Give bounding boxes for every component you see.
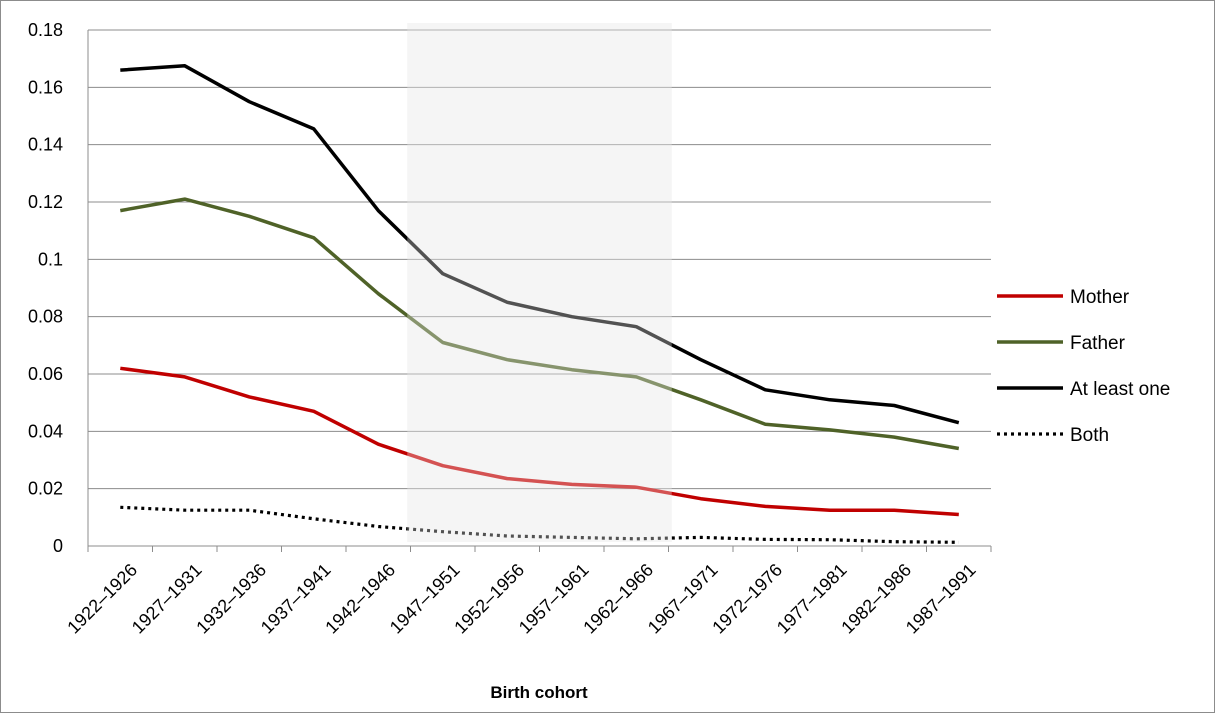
x-tick-label: 1987–1991 <box>902 560 980 638</box>
y-tick-label: 0.1 <box>38 249 63 269</box>
y-tick-label: 0.12 <box>28 192 63 212</box>
y-tick-label: 0.06 <box>28 364 63 384</box>
series-lines <box>119 64 960 544</box>
x-axis-ticks: 1922–19261927–19311932–19361937–19411942… <box>63 546 992 638</box>
y-tick-label: 0.16 <box>28 77 63 97</box>
series-line-mother <box>120 366 959 517</box>
band-overlay <box>407 23 672 542</box>
x-axis-label: Birth cohort <box>490 683 588 702</box>
legend-label: Both <box>1070 425 1109 446</box>
series-line-father <box>119 197 960 451</box>
y-tick-label: 0.04 <box>28 421 63 441</box>
y-tick-label: 0.08 <box>28 307 63 327</box>
legend-label: Father <box>1070 333 1126 354</box>
legend-label: Mother <box>1070 287 1130 308</box>
series-line-both <box>120 505 959 544</box>
y-axis-ticks: 0 0.02 0.04 0.06 0.08 0.1 0.12 0.14 0.16 0.18 <box>28 20 63 556</box>
y-tick-label: 0.18 <box>28 20 63 40</box>
y-tick-label: 0.14 <box>28 135 63 155</box>
band-fade <box>407 23 672 542</box>
y-tick-label: 0 <box>53 536 63 556</box>
legend-label: At least one <box>1070 379 1170 400</box>
legend: Mother Father At least one Both <box>997 287 1170 446</box>
y-tick-label: 0.02 <box>28 479 63 499</box>
highlight-band <box>407 23 672 542</box>
gridlines <box>88 29 991 490</box>
series-line-at-least-one <box>120 64 960 425</box>
